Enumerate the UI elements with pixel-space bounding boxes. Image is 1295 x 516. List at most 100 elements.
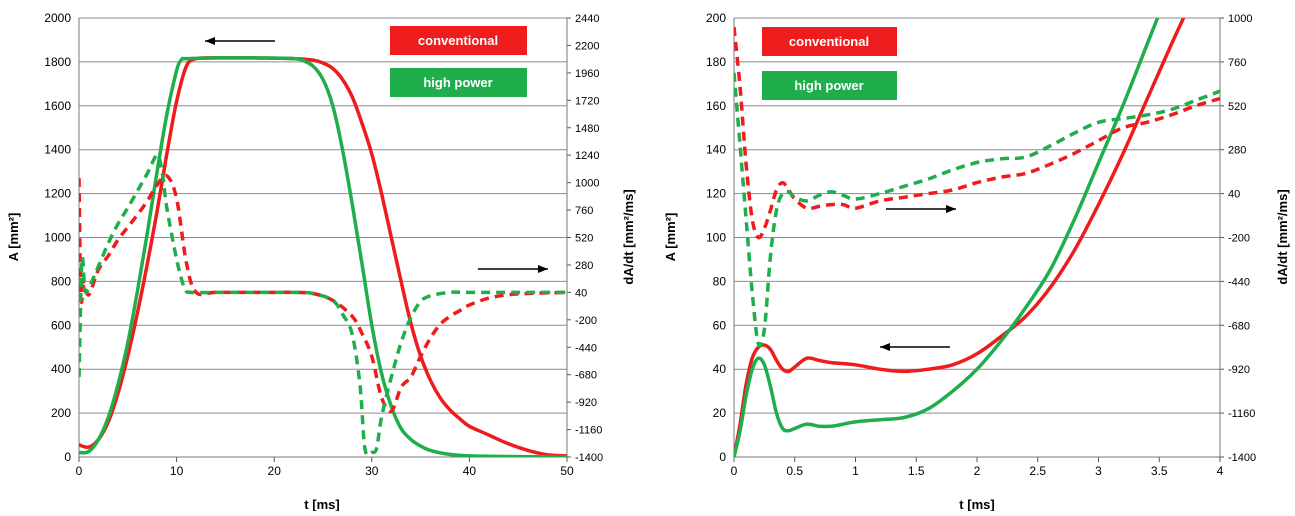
y2-tick-label: 760	[1228, 57, 1246, 69]
y-tick-label: 80	[713, 274, 727, 288]
y2-tick-label: 1960	[575, 68, 599, 80]
right-chart: t [ms] A [mm²] dA/dt [mm²/ms] 0204060801…	[663, 11, 1290, 512]
legend-high-power-label: high power	[794, 78, 863, 93]
y-tick-label: 180	[706, 55, 726, 69]
x-tick-label: 2.5	[1029, 464, 1046, 478]
legend-conventional-box	[390, 26, 527, 55]
x-tick-label: 50	[560, 464, 574, 478]
y-tick-label: 140	[706, 143, 726, 157]
y2-tick-label: -1400	[1228, 452, 1256, 464]
arrow-annotation-left	[880, 343, 950, 351]
y2-tick-label: 40	[575, 287, 587, 299]
x-tick-label: 4	[1217, 464, 1224, 478]
y2-tick-label: 1000	[575, 178, 599, 190]
legend-high-power-box	[390, 68, 527, 97]
arrow-annotation-left	[205, 37, 275, 45]
y-tick-label: 200	[706, 11, 726, 25]
y-tick-label: 100	[706, 231, 726, 245]
y-tick-label: 160	[706, 99, 726, 113]
y2-tick-label: 520	[575, 233, 593, 245]
x-tick-label: 1	[852, 464, 859, 478]
series-conventional-right-dashed	[79, 173, 567, 414]
y2-tick-label: 2200	[575, 40, 599, 52]
right-chart-ylabel: A [mm²]	[663, 213, 678, 262]
y2-tick-label: 760	[575, 205, 593, 217]
x-tick-label: 2	[974, 464, 981, 478]
y2-tick-label: 1480	[575, 123, 599, 135]
y2-tick-label: -1160	[575, 425, 602, 437]
x-tick-label: 0	[76, 464, 83, 478]
y-tick-label: 1400	[44, 143, 71, 157]
x-tick-label: 40	[463, 464, 477, 478]
right-chart-xlabel: t [ms]	[959, 497, 994, 511]
series-conventional-left-solid	[79, 56, 567, 457]
y2-tick-label: -440	[575, 342, 597, 354]
y2-tick-label: -200	[575, 315, 597, 327]
x-tick-label: 10	[170, 464, 184, 478]
legend-conventional-label: conventional	[789, 34, 869, 49]
y2-tick-label: 2440	[575, 13, 599, 25]
arrow-head	[205, 37, 215, 45]
y2-tick-label: -1400	[575, 452, 603, 464]
series-group	[79, 56, 567, 457]
arrow-annotation-right	[886, 205, 956, 213]
left-chart-ylabel: A [mm²]	[6, 213, 21, 262]
x-tick-label: 0.5	[786, 464, 803, 478]
y-tick-label: 600	[51, 318, 71, 332]
y-tick-label: 0	[64, 450, 71, 464]
x-tick-label: 3	[1095, 464, 1102, 478]
legend-high-power: high power	[390, 68, 527, 97]
y-tick-label: 1200	[44, 187, 71, 201]
y2-tick-label: -200	[1228, 233, 1250, 245]
left-chart-xlabel: t [ms]	[304, 497, 339, 511]
y2-tick-label: 40	[1228, 189, 1240, 201]
arrow-head	[946, 205, 956, 213]
y2-tick-label: -680	[1228, 320, 1250, 332]
x-tick-label: 3.5	[1151, 464, 1168, 478]
series-conventional-left-solid	[734, 18, 1186, 457]
legend-high-power-label: high power	[423, 75, 492, 90]
y2-tick-label: 1240	[575, 150, 599, 162]
left-chart: t [ms] A [mm²] dA/dt [mm²/ms] 0200400600…	[6, 11, 636, 512]
legend-high-power-box	[762, 71, 897, 100]
y2-tick-label: -920	[575, 397, 597, 409]
series-high-power-right-dashed	[79, 153, 567, 457]
y-tick-label: 40	[713, 362, 727, 376]
left-chart-y2label: dA/dt [mm²/ms]	[621, 189, 636, 284]
legend-conventional-box	[762, 27, 897, 56]
series-high-power-left-solid	[734, 18, 1160, 457]
legend-high-power: high power	[762, 71, 897, 100]
legend-conventional-label: conventional	[418, 33, 498, 48]
series-group	[734, 18, 1220, 457]
y-tick-label: 0	[719, 450, 726, 464]
y2-tick-label: -920	[1228, 364, 1250, 376]
y-tick-label: 20	[713, 406, 727, 420]
series-high-power-left-solid	[79, 56, 567, 457]
x-tick-label: 20	[268, 464, 282, 478]
legend-conventional: conventional	[762, 27, 897, 56]
y2-tick-label: -440	[1228, 276, 1250, 288]
y2-tick-label: -680	[575, 370, 597, 382]
y-tick-label: 1000	[44, 231, 71, 245]
y-tick-label: 1800	[44, 55, 71, 69]
right-chart-y2label: dA/dt [mm²/ms]	[1275, 189, 1290, 284]
y2-tick-label: 1720	[575, 95, 599, 107]
y-tick-label: 60	[713, 318, 727, 332]
y2-tick-label: 280	[575, 260, 593, 272]
arrow-head	[880, 343, 890, 351]
y-tick-label: 1600	[44, 99, 71, 113]
y-tick-label: 400	[51, 362, 71, 376]
series-conventional-right-dashed	[734, 26, 1220, 240]
y-tick-label: 800	[51, 274, 71, 288]
y2-tick-label: 520	[1228, 101, 1246, 113]
y-tick-label: 2000	[44, 11, 71, 25]
x-tick-label: 0	[731, 464, 738, 478]
y2-tick-label: 1000	[1228, 13, 1252, 25]
y-tick-label: 200	[51, 406, 71, 420]
x-tick-label: 1.5	[908, 464, 925, 478]
arrow-head	[538, 265, 548, 273]
y2-tick-label: -1160	[1228, 408, 1255, 420]
x-tick-label: 30	[365, 464, 379, 478]
